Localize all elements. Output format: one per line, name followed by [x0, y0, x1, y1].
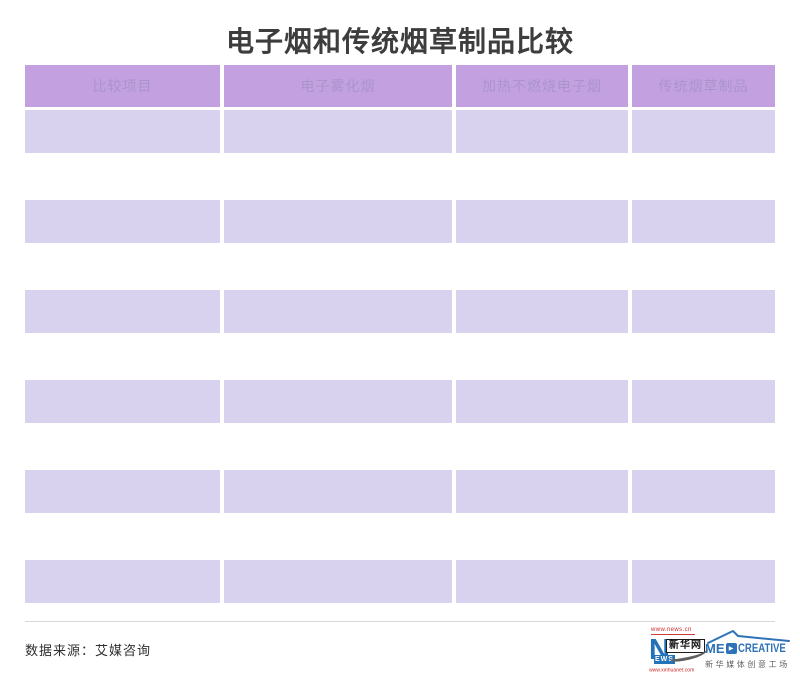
table-cell	[456, 470, 628, 513]
data-source-label: 数据来源：艾媒咨询	[25, 643, 152, 658]
play-icon: ▶	[725, 643, 737, 654]
table-cell	[25, 470, 220, 513]
comparison-table: 比较项目 电子雾化烟 加热不燃烧电子烟 传统烟草制品	[25, 65, 775, 603]
column-header: 比较项目	[25, 65, 220, 107]
footer-divider	[25, 621, 775, 622]
medcreative-wordmark: ME ▶ CREATIVE	[705, 641, 793, 656]
xinhua-url-top: www.news.cn	[651, 627, 695, 635]
column-header: 传统烟草制品	[632, 65, 775, 107]
xinhua-logo-mark: N 新华网 EWS	[649, 634, 711, 667]
table-cell	[25, 290, 220, 333]
medcreative-subtitle: 新华媒体创意工场	[705, 660, 790, 669]
table-cell	[632, 110, 775, 153]
xinhua-url-bottom: www.xinhuanet.com	[649, 668, 695, 674]
page-title: 电子烟和传统烟草制品比较	[225, 26, 574, 57]
table-body	[25, 110, 775, 603]
roof-icon	[707, 630, 790, 644]
table-cell	[25, 380, 220, 423]
table-cell	[224, 470, 452, 513]
table-cell	[224, 200, 452, 243]
table-cell	[456, 560, 628, 603]
medcreative-logo: ME ▶ CREATIVE 新华媒体创意工场	[705, 628, 793, 670]
table-cell	[632, 380, 775, 423]
table-row	[25, 110, 775, 153]
table-cell	[224, 290, 452, 333]
table-cell	[224, 380, 452, 423]
table-cell	[456, 110, 628, 153]
medcreative-me: ME	[705, 641, 725, 656]
table-cell	[25, 110, 220, 153]
table-cell	[632, 200, 775, 243]
table-cell	[456, 200, 628, 243]
table-cell	[224, 110, 452, 153]
table-row	[25, 290, 775, 333]
table-cell	[224, 560, 452, 603]
table-row	[25, 200, 775, 243]
table-cell	[456, 290, 628, 333]
table-cell	[632, 290, 775, 333]
table-cell	[25, 560, 220, 603]
xinhua-ews-letters: EWS	[654, 655, 675, 664]
table-row	[25, 560, 775, 603]
xinhua-wordmark: 新华网	[666, 639, 705, 653]
table-row	[25, 380, 775, 423]
column-header: 电子雾化烟	[224, 65, 452, 107]
table-cell	[632, 470, 775, 513]
xinhuanet-logo: www.news.cn N 新华网 EWS www.xinhuanet.com	[649, 627, 711, 674]
table-cell	[25, 200, 220, 243]
table-row	[25, 470, 775, 513]
table-cell	[456, 380, 628, 423]
table-header-row: 比较项目 电子雾化烟 加热不燃烧电子烟 传统烟草制品	[25, 65, 775, 107]
medcreative-creative: CREATIVE	[737, 641, 786, 655]
table-cell	[632, 560, 775, 603]
column-header: 加热不燃烧电子烟	[456, 65, 628, 107]
